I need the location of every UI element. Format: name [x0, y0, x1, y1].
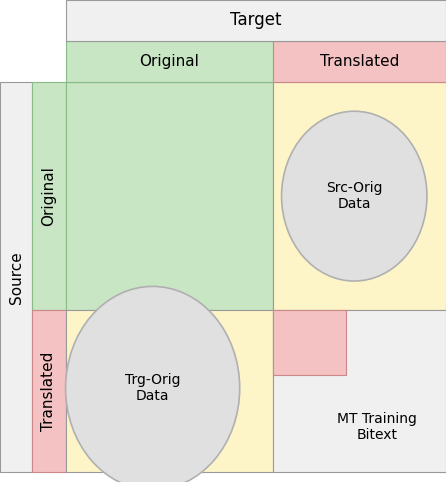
Text: MT Training
Bitext: MT Training Bitext — [337, 412, 417, 442]
Ellipse shape — [66, 286, 240, 482]
Bar — [273, 82, 446, 310]
Text: Original: Original — [139, 54, 199, 69]
Bar — [66, 82, 273, 310]
Bar — [0, 82, 32, 472]
Bar — [32, 310, 66, 472]
Text: Trg-Orig
Data: Trg-Orig Data — [125, 373, 180, 403]
Text: Translated: Translated — [320, 54, 399, 69]
Text: Original: Original — [41, 166, 56, 226]
Text: Target: Target — [230, 12, 281, 29]
Text: Src-Orig
Data: Src-Orig Data — [326, 181, 383, 211]
Bar — [66, 310, 273, 472]
Bar — [66, 41, 273, 82]
Text: Translated: Translated — [41, 352, 56, 431]
Bar — [32, 82, 66, 310]
Bar — [273, 310, 446, 472]
Bar — [273, 41, 446, 82]
Text: Source: Source — [8, 251, 24, 304]
Bar — [66, 0, 446, 41]
Ellipse shape — [281, 111, 427, 281]
Bar — [273, 310, 346, 375]
